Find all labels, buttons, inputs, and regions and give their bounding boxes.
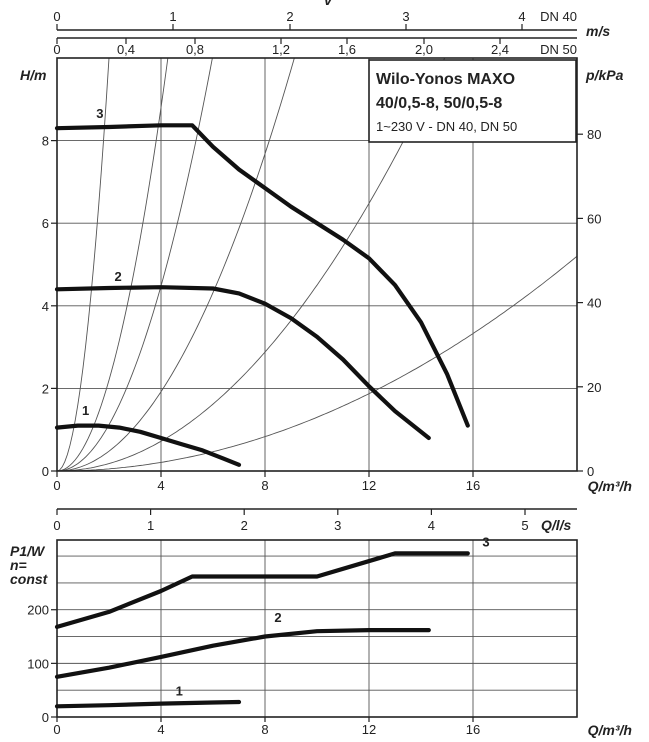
- y-tick-label: 8: [42, 134, 49, 149]
- system-curve: [57, 58, 295, 471]
- y2-tick-label: 0: [587, 464, 594, 479]
- pump-curve-1: [54, 423, 242, 467]
- top-axis-2-label: 2,0: [415, 42, 433, 57]
- system-curve: [57, 255, 577, 471]
- x-tick-label: 0: [53, 722, 60, 737]
- top-axis-1-label: 1: [169, 9, 176, 24]
- y-axis-label-line-3: const: [10, 571, 49, 587]
- y-axis-label-line-1: P1/W: [10, 543, 46, 559]
- x2-tick-label: 3: [334, 518, 341, 533]
- y-tick-label: 6: [42, 216, 49, 231]
- x-tick-label: 8: [261, 722, 268, 737]
- x-tick-label: 16: [466, 722, 480, 737]
- top-axis-1-title: v: [324, 0, 333, 8]
- top-axis-1-label: 2: [286, 9, 293, 24]
- x-tick-label: 0: [53, 478, 60, 493]
- y-tick-label: 0: [42, 710, 49, 725]
- x-tick-label: 4: [157, 478, 164, 493]
- x2-tick-label: 1: [147, 518, 154, 533]
- upper-plot-frame: [56, 57, 578, 472]
- curve-label-2: 2: [114, 269, 121, 284]
- x-axis-label: Q/m³/h: [588, 478, 632, 494]
- power-flow-chart: 0 1 2 3 4 5 Q/l/s0 4 8 12 16 Q/m³/h0100200P1/Wn=con…: [10, 508, 632, 738]
- system-curve: [57, 58, 169, 471]
- top-axis-2-label: 2,4: [491, 42, 509, 57]
- y-tick-label: 2: [42, 381, 49, 396]
- power-curve-label-1: 1: [176, 684, 183, 699]
- top-axis-2-title: m/s: [586, 23, 610, 39]
- y2-axis-label: p/kPa: [585, 67, 624, 83]
- chart-title-line-1: Wilo-Yonos MAXO: [376, 71, 515, 88]
- y2-tick-label: 60: [587, 211, 601, 226]
- x-axis-label: Q/m³/h: [588, 722, 632, 738]
- y-axis-label: H/m: [20, 67, 46, 83]
- top-axis-1-label: 0: [53, 9, 60, 24]
- title-box: [368, 59, 577, 143]
- x2-tick-label: 0: [53, 518, 60, 533]
- y-tick-label: 100: [27, 656, 49, 671]
- top-axis-2-label: 0: [53, 42, 60, 57]
- x-tick-label: 8: [261, 478, 268, 493]
- y-axis-label-line-2: n=: [10, 557, 27, 573]
- power-curve-label-3: 3: [482, 534, 489, 549]
- x2-tick-label: 4: [428, 518, 435, 533]
- y2-tick-label: 80: [587, 127, 601, 142]
- y-tick-label: 4: [42, 299, 49, 314]
- chart-subtitle: 1~230 V - DN 40, DN 50: [376, 119, 517, 134]
- power-curve-2: [54, 628, 431, 679]
- pump-curve-2: [54, 285, 431, 441]
- x2-tick-label: 5: [521, 518, 528, 533]
- power-curve-1: [54, 699, 242, 709]
- power-curve-3: [54, 551, 470, 629]
- top-axis-2-label: 1,2: [272, 42, 290, 57]
- top-axis-2-unit: DN 50: [540, 42, 577, 57]
- power-curve-label-2: 2: [274, 610, 281, 625]
- top-axis-1-unit: DN 40: [540, 9, 577, 24]
- chart-title-line-2: 40/0,5-8, 50/0,5-8: [376, 95, 502, 112]
- x-tick-label: 16: [466, 478, 480, 493]
- y2-tick-label: 20: [587, 380, 601, 395]
- y-tick-label: 200: [27, 603, 49, 618]
- top-axis-2-label: 1,6: [338, 42, 356, 57]
- system-curve: [57, 58, 446, 471]
- system-curve: [57, 58, 213, 471]
- system-curve: [57, 58, 110, 471]
- curve-label-1: 1: [82, 403, 89, 418]
- top-axis-1-label: 4: [518, 9, 525, 24]
- curve-label-3: 3: [96, 106, 103, 121]
- x2-tick-label: 2: [241, 518, 248, 533]
- top-axis-2-label: 0,4: [117, 42, 135, 57]
- x-tick-label: 12: [362, 722, 376, 737]
- y-tick-label: 0: [42, 464, 49, 479]
- x2-axis-label: Q/l/s: [541, 517, 572, 533]
- x-tick-label: 12: [362, 478, 376, 493]
- pump-curve-3: [54, 123, 470, 428]
- x-tick-label: 4: [157, 722, 164, 737]
- top-axis-2-label: 0,8: [186, 42, 204, 57]
- y2-tick-label: 40: [587, 296, 601, 311]
- top-axis-1-label: 3: [402, 9, 409, 24]
